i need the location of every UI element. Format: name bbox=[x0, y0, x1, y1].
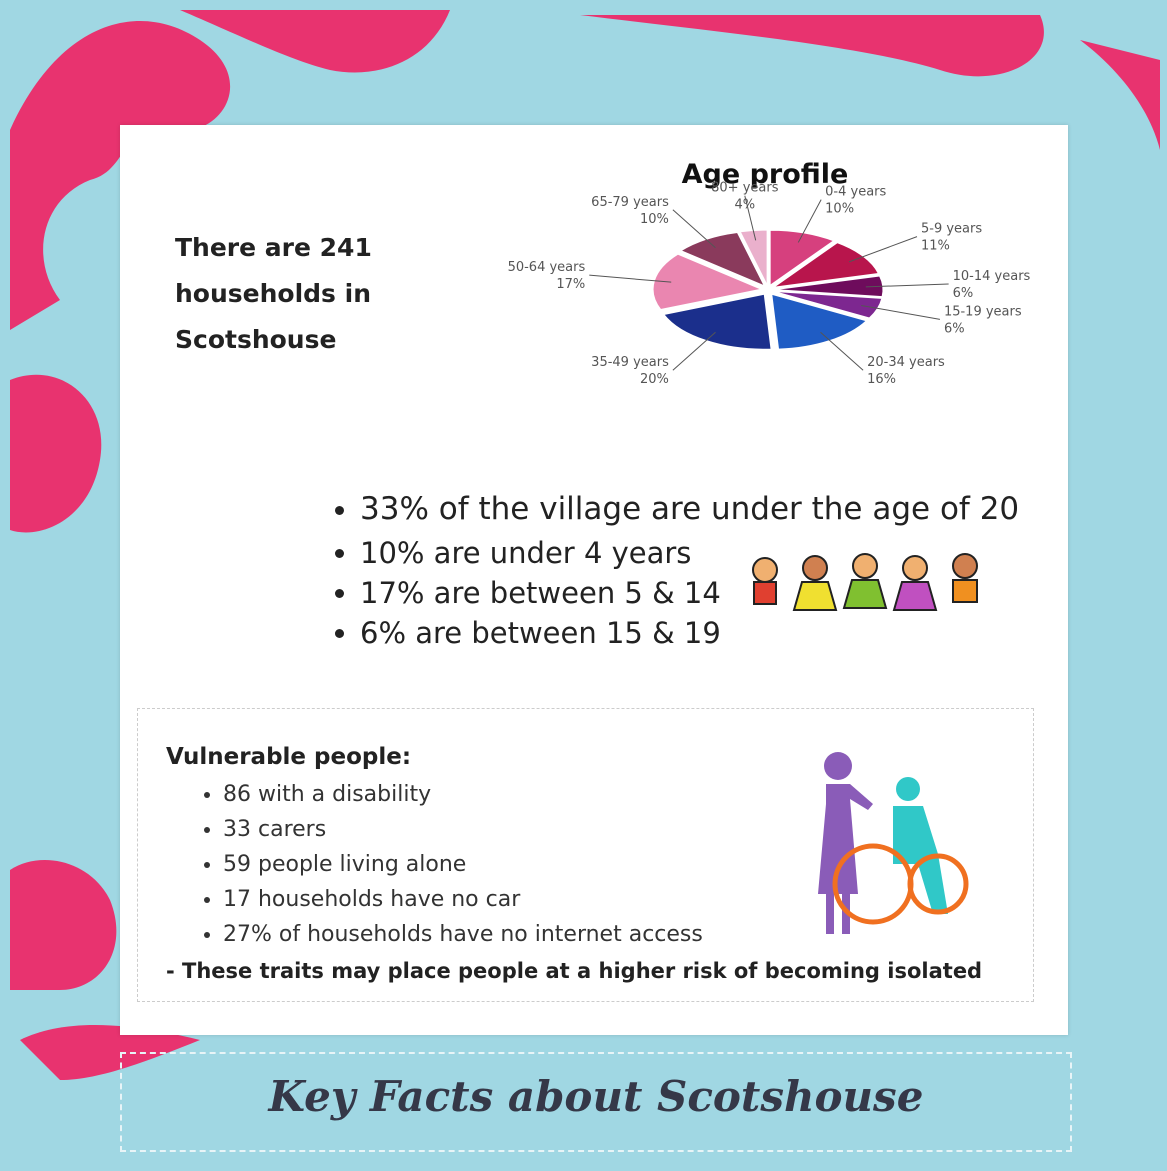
slice-value-label: 16% bbox=[867, 372, 896, 387]
carer-illustration bbox=[798, 744, 978, 944]
vulnerable-heading: Vulnerable people: bbox=[166, 744, 411, 770]
vulnerable-box: Vulnerable people: 86 with a disability3… bbox=[137, 708, 1034, 1002]
slice-label: 20-34 years bbox=[867, 355, 945, 370]
vulnerable-item: 59 people living alone bbox=[223, 847, 703, 882]
leader-line bbox=[673, 332, 716, 370]
vulnerable-item: 17 households have no car bbox=[223, 882, 703, 917]
vulnerable-note: - These traits may place people at a hig… bbox=[166, 959, 982, 983]
households-text: There are 241 households in Scotshouse bbox=[175, 225, 385, 363]
vulnerable-list: 86 with a disability33 carers59 people l… bbox=[193, 777, 703, 952]
slice-label: 0-4 years bbox=[825, 185, 886, 200]
slice-value-label: 6% bbox=[944, 321, 965, 336]
slice-value-label: 11% bbox=[921, 239, 950, 254]
leader-line bbox=[849, 237, 917, 262]
leader-line bbox=[821, 332, 864, 370]
slice-label: 35-49 years bbox=[591, 355, 669, 370]
card: There are 241 households in Scotshouse A… bbox=[120, 125, 1068, 1035]
footer-title: Key Facts about Scotshouse bbox=[122, 1072, 1070, 1121]
slice-value-label: 4% bbox=[735, 198, 756, 213]
slice-value-label: 10% bbox=[640, 212, 669, 227]
vulnerable-item: 33 carers bbox=[223, 812, 703, 847]
slice-label: 50-64 years bbox=[508, 260, 586, 275]
page: There are 241 households in Scotshouse A… bbox=[0, 0, 1167, 1171]
vulnerable-item: 27% of households have no internet acces… bbox=[223, 917, 703, 952]
slice-value-label: 6% bbox=[953, 286, 974, 301]
age-fact: 33% of the village are under the age of … bbox=[360, 485, 1019, 533]
slice-value-label: 10% bbox=[825, 202, 854, 217]
kids-illustration bbox=[740, 540, 1010, 640]
slice-label: 5-9 years bbox=[921, 222, 982, 237]
slice-label: 65-79 years bbox=[591, 195, 669, 210]
slice-value-label: 17% bbox=[556, 277, 585, 292]
slice-label: 80+ years bbox=[711, 181, 779, 196]
slice-value-label: 20% bbox=[640, 372, 669, 387]
footer-box: Key Facts about Scotshouse bbox=[120, 1052, 1072, 1152]
slice-label: 10-14 years bbox=[953, 269, 1031, 284]
vulnerable-item: 86 with a disability bbox=[223, 777, 703, 812]
leader-line bbox=[673, 210, 716, 248]
slice-label: 15-19 years bbox=[944, 304, 1022, 319]
